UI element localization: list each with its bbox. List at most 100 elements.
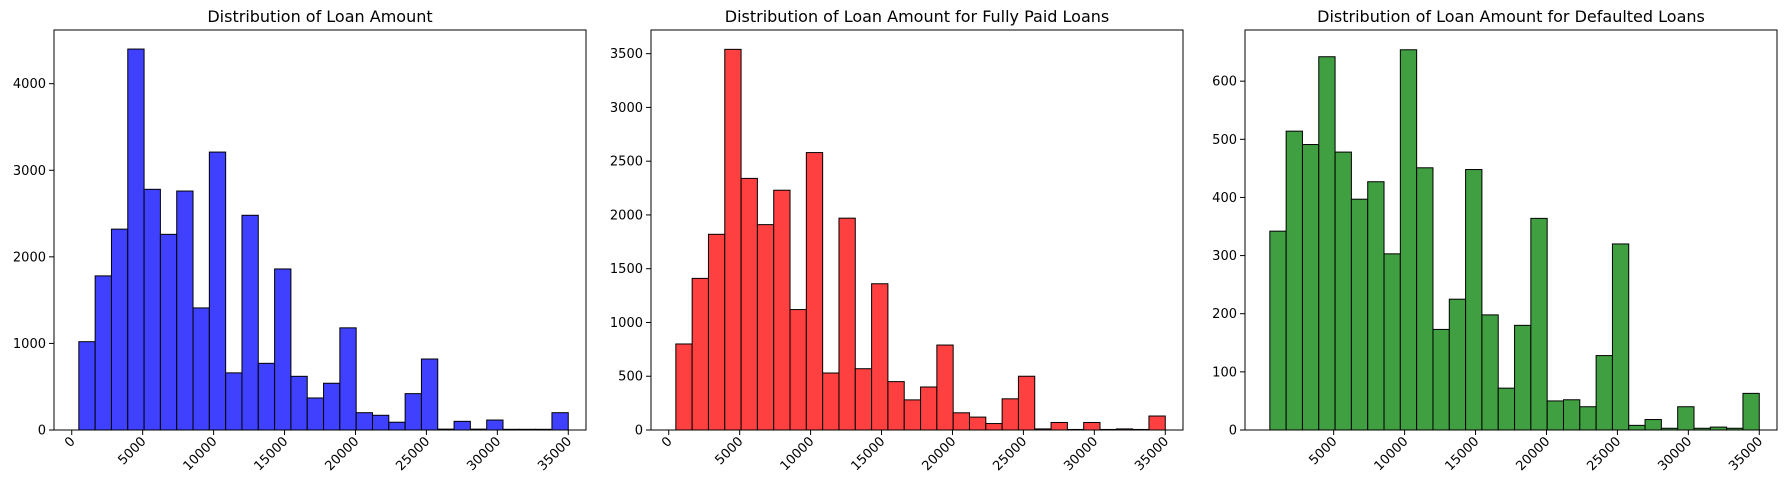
y-tick-label: 0 (1229, 424, 1237, 439)
histogram-bar (707, 233, 726, 431)
y-tick-label: 200 (1212, 307, 1237, 322)
histogram-bar (756, 224, 775, 431)
x-tick-label: 15000 (252, 434, 292, 474)
histogram-bar (225, 372, 243, 431)
histogram-bar (887, 381, 905, 431)
y-tick-label: 3500 (610, 47, 643, 62)
histogram-bar (789, 309, 807, 431)
x-tick-label: 0 (659, 434, 675, 450)
histogram-bar (1530, 217, 1548, 431)
histogram-bar (127, 48, 145, 431)
x-tick-label: 25000 (393, 434, 433, 474)
histogram-bar (968, 416, 987, 431)
x-tick-label: 30000 (464, 434, 504, 474)
y-tick-label: 3000 (610, 101, 643, 116)
y-tick-label: 4000 (13, 77, 46, 92)
x-tick-label: 20000 (919, 434, 959, 474)
histogram-bar (94, 275, 112, 431)
chart-title: Distribution of Loan Amount for Defaulte… (1317, 7, 1705, 26)
x-tick-label: 5000 (712, 434, 746, 468)
histogram-bar (404, 393, 422, 431)
histogram-bar (1148, 415, 1166, 431)
y-tick-label: 500 (618, 370, 643, 385)
histogram-bar (1514, 324, 1532, 431)
axes-frame (1244, 29, 1778, 431)
histogram-bar (903, 399, 922, 431)
histogram-bar (1546, 400, 1564, 431)
histogram-bar (920, 386, 938, 431)
histogram-bar (1579, 406, 1597, 431)
histogram-bar (740, 177, 758, 431)
histogram-bar (551, 412, 569, 431)
x-tick-label: 35000 (1132, 434, 1172, 474)
histogram-bar (724, 48, 742, 431)
histogram-bar (388, 421, 406, 431)
y-tick-label: 600 (1212, 75, 1237, 90)
histogram-bar (1334, 151, 1352, 431)
histogram-panel-defaulted: Distribution of Loan Amount for Defaulte… (1212, 7, 1778, 474)
histogram-bar (838, 217, 856, 431)
x-tick-label: 20000 (322, 434, 362, 474)
histogram-bar (854, 368, 873, 431)
histogram-panel-fully-paid: Distribution of Loan Amount for Fully Pa… (610, 7, 1184, 474)
histogram-bar (1285, 130, 1303, 431)
histogram-bar (274, 268, 292, 431)
x-tick-label: 10000 (181, 434, 221, 474)
histogram-bar (1383, 253, 1401, 431)
histogram-bar (208, 151, 227, 431)
y-tick-label: 1000 (13, 337, 46, 352)
histogram-bar (1017, 375, 1036, 431)
y-tick-label: 400 (1212, 191, 1237, 206)
histogram-bar (1050, 421, 1068, 431)
x-tick-label: 20000 (1513, 434, 1553, 474)
histogram-bar (1350, 198, 1369, 431)
y-tick-label: 1000 (610, 316, 643, 331)
histogram-bar (952, 412, 970, 431)
histogram-bar (1001, 398, 1019, 431)
y-tick-label: 2000 (610, 208, 643, 223)
histogram-bar (1611, 243, 1630, 431)
histogram-bar (1399, 49, 1418, 431)
histogram-bar (78, 341, 96, 431)
histogram-bar (822, 372, 840, 431)
histogram-bar (1318, 56, 1336, 431)
x-tick-label: 30000 (1061, 434, 1101, 474)
histogram-bar (675, 343, 693, 431)
y-tick-label: 0 (38, 424, 46, 439)
histogram-bar (143, 188, 161, 431)
histogram-bar (306, 397, 325, 431)
histogram-bar (1465, 169, 1483, 431)
histogram-bar (1416, 167, 1434, 431)
x-tick-label: 35000 (535, 434, 575, 474)
histogram-bar (486, 419, 504, 431)
x-tick-label: 30000 (1655, 434, 1695, 474)
histogram-bar (323, 382, 341, 431)
histogram-bar (159, 233, 178, 431)
y-tick-label: 100 (1212, 365, 1237, 380)
histogram-bar (691, 277, 709, 431)
x-tick-label: 25000 (1584, 434, 1624, 474)
chart-title: Distribution of Loan Amount (207, 7, 432, 26)
histogram-bar (1083, 421, 1101, 431)
y-tick-label: 500 (1212, 133, 1237, 148)
histogram-bar (1367, 181, 1385, 431)
histogram-bar (110, 228, 129, 431)
x-tick-label: 15000 (1443, 434, 1483, 474)
histogram-bar (1448, 298, 1467, 431)
histogram-bar (805, 152, 824, 431)
histogram-bar (176, 190, 194, 431)
histogram-bar (420, 358, 439, 431)
chart-title: Distribution of Loan Amount for Fully Pa… (725, 7, 1109, 26)
histogram-bar (1301, 144, 1320, 431)
histogram-bar (192, 307, 210, 431)
histogram-bar (1432, 328, 1450, 431)
histogram-bar (371, 414, 390, 431)
y-tick-label: 3000 (13, 164, 46, 179)
histogram-bar (871, 283, 889, 431)
histogram-bar (1628, 424, 1646, 431)
y-tick-label: 0 (635, 424, 643, 439)
y-tick-label: 1500 (610, 262, 643, 277)
axes-frame (53, 29, 587, 431)
histogram-bar (773, 189, 791, 431)
histogram-bar (1742, 392, 1760, 431)
